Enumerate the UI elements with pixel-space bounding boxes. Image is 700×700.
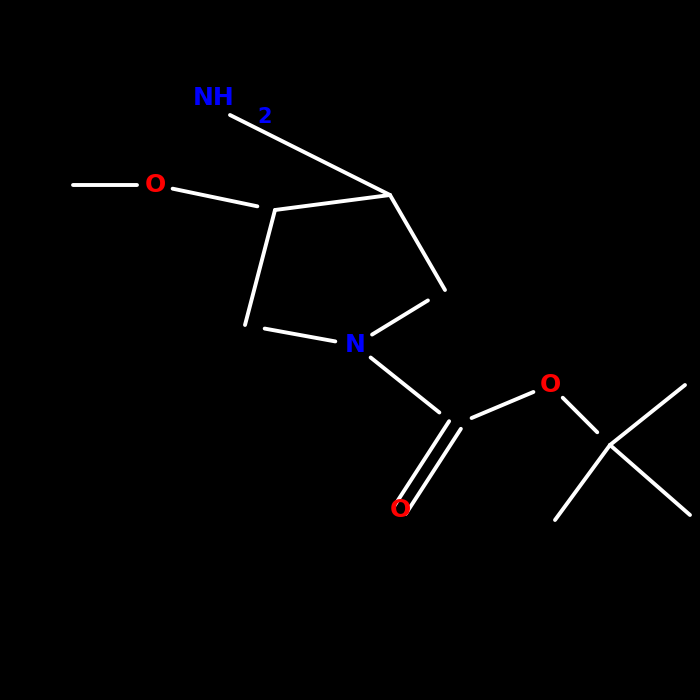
Text: N: N	[344, 333, 365, 357]
Text: O: O	[144, 173, 166, 197]
Text: O: O	[540, 373, 561, 397]
Text: NH: NH	[193, 86, 235, 110]
Text: 2: 2	[258, 107, 272, 127]
Text: O: O	[389, 498, 411, 522]
